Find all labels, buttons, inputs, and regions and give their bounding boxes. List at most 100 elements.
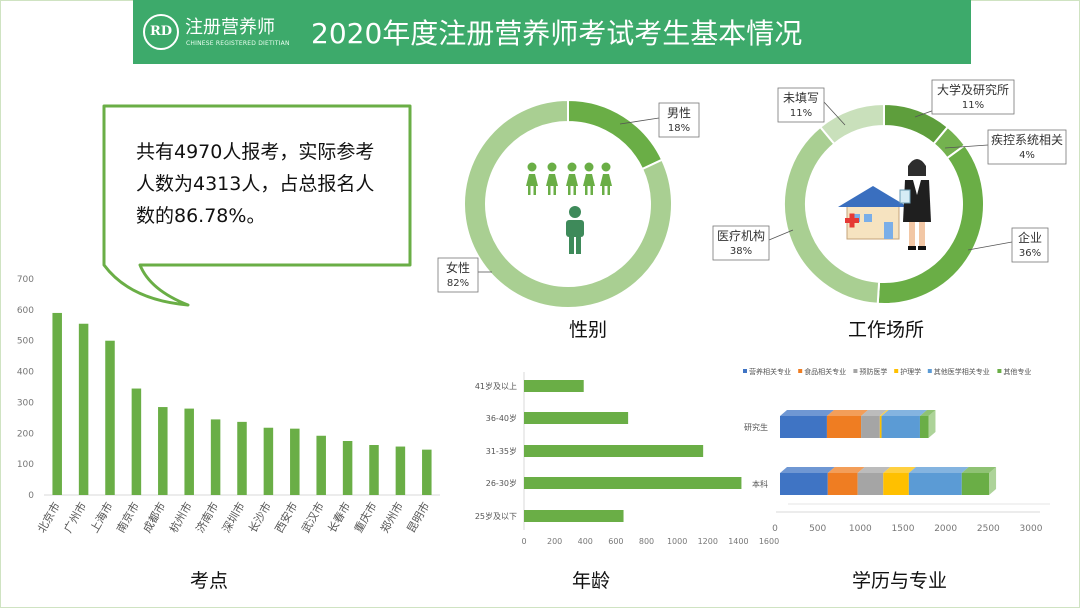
- edu-bar-segment: [826, 416, 862, 438]
- age-x-tick-label: 800: [639, 537, 654, 546]
- city-chart-title: 考点: [190, 570, 229, 592]
- age-y-tick-label: 25岁及以下: [475, 511, 517, 521]
- legend-label: 其他医学相关专业: [934, 367, 990, 376]
- edu-x-tick-label: 2000: [934, 524, 957, 534]
- age-x-tick-label: 200: [547, 537, 562, 546]
- city-bar: [237, 421, 247, 495]
- edu-bar-segment: [827, 473, 858, 495]
- edu-bar-segment: [919, 416, 929, 438]
- age-x-tick-label: 1400: [728, 537, 748, 546]
- legend-swatch: [894, 369, 899, 373]
- doctor-icon: [899, 159, 931, 250]
- edu-bar-segment: [881, 416, 920, 438]
- city-bar: [395, 446, 406, 495]
- legend-swatch: [927, 369, 932, 373]
- city-bar: [422, 449, 432, 495]
- age-x-tick-label: 600: [608, 537, 623, 546]
- work-label-university-text: 大学及研究所: [937, 82, 1009, 97]
- edu-x-tick-label: 0: [772, 524, 778, 534]
- edu-bar-segment: [861, 416, 880, 438]
- work-label-unfilled-text: 未填写: [783, 91, 819, 105]
- city-bar: [105, 340, 115, 495]
- city-y-tick-label: 0: [28, 491, 34, 501]
- city-bar: [210, 419, 221, 495]
- edu-bar-segment: [883, 473, 909, 495]
- city-bar: [78, 323, 89, 495]
- legend-label: 其他专业: [1003, 367, 1031, 376]
- work-label-medical-text: 医疗机构: [717, 228, 765, 243]
- city-bar: [184, 408, 194, 495]
- city-y-tick-label: 600: [17, 306, 34, 316]
- edu-y-tick-label: 研究生: [744, 422, 768, 432]
- edu-bar-segment: [908, 473, 962, 495]
- city-bar: [342, 441, 353, 495]
- edu-x-tick-label: 2500: [977, 524, 1000, 534]
- legend-label: 营养相关专业: [749, 367, 791, 376]
- legend-swatch: [798, 369, 803, 373]
- header-banner: RD 注册营养师 CHINESE REGISTERED DIETITIAN 20…: [133, 0, 971, 64]
- age-bar: [524, 412, 629, 424]
- age-y-tick-label: 41岁及以上: [475, 381, 517, 391]
- age-x-tick-label: 400: [578, 537, 593, 546]
- gender-label-male-text: 男性: [667, 106, 691, 120]
- legend-swatch: [743, 369, 747, 373]
- education-chart-title: 学历与专业: [852, 570, 948, 592]
- age-x-tick-label: 1000: [667, 537, 687, 546]
- logo-mark: RD: [143, 14, 179, 50]
- logo-text: 注册营养师: [185, 17, 275, 38]
- work-label-cdc-box: [987, 129, 1067, 165]
- age-y-tick-label: 26-30岁: [486, 478, 517, 488]
- age-bar: [524, 380, 584, 392]
- gender-chart-title: 性别: [569, 319, 608, 341]
- city-bar: [369, 445, 379, 495]
- work-label-medical-box: [712, 225, 770, 261]
- work-label-unfilled-box: [777, 87, 825, 123]
- city-bar: [158, 407, 168, 495]
- work-label-unfilled-value: 11%: [790, 108, 812, 119]
- gender-label-male-box: [658, 102, 700, 138]
- age-x-tick-label: 0: [521, 537, 526, 546]
- city-bar: [263, 427, 274, 495]
- edu-bar-segment: [879, 416, 882, 438]
- work-label-university-box: [931, 79, 1015, 115]
- city-bar: [52, 312, 62, 495]
- legend-swatch: [997, 369, 1002, 373]
- age-chart-title: 年龄: [572, 570, 611, 592]
- work-label-cdc-text: 疾控系统相关: [991, 132, 1063, 147]
- work-label-medical-value: 38%: [730, 246, 752, 257]
- city-bar: [316, 435, 326, 495]
- edu-x-tick-label: 1000: [849, 524, 872, 534]
- work-label-enterprise-value: 36%: [1019, 248, 1041, 259]
- age-bar: [524, 445, 704, 457]
- workplace-chart-title: 工作场所: [848, 319, 925, 341]
- age-bar: [524, 477, 742, 489]
- age-y-tick-label: 31-35岁: [486, 446, 517, 456]
- age-x-tick-label: 1600: [759, 537, 779, 546]
- edu-x-tick-label: 1500: [892, 524, 915, 534]
- edu-x-tick-label: 3000: [1020, 524, 1043, 534]
- page-title: 2020年度注册营养师考试考生基本情况: [311, 17, 803, 50]
- legend-label: 食品相关专业: [804, 367, 846, 376]
- city-y-tick-label: 400: [17, 368, 34, 378]
- logo-subtitle: CHINESE REGISTERED DIETITIAN: [186, 40, 290, 47]
- donut-slice: [463, 98, 673, 309]
- donut-slice: [818, 102, 885, 146]
- gender-label-male-value: 18%: [668, 123, 690, 134]
- legend-label: 预防医学: [859, 367, 887, 376]
- city-y-tick-label: 200: [17, 429, 34, 439]
- age-y-tick-label: 36-40岁: [486, 413, 517, 423]
- legend-swatch: [853, 369, 858, 373]
- gender-label-female-value: 82%: [447, 278, 469, 289]
- city-y-tick-label: 700: [17, 275, 34, 285]
- people-icon: [526, 162, 612, 254]
- edu-bar-segment: [857, 473, 884, 495]
- work-label-enterprise-text: 企业: [1018, 230, 1042, 245]
- gender-label-female-text: 女性: [446, 260, 470, 275]
- city-bar: [290, 428, 300, 495]
- legend-label: 护理学: [900, 367, 921, 376]
- edu-bar-segment: [961, 473, 990, 495]
